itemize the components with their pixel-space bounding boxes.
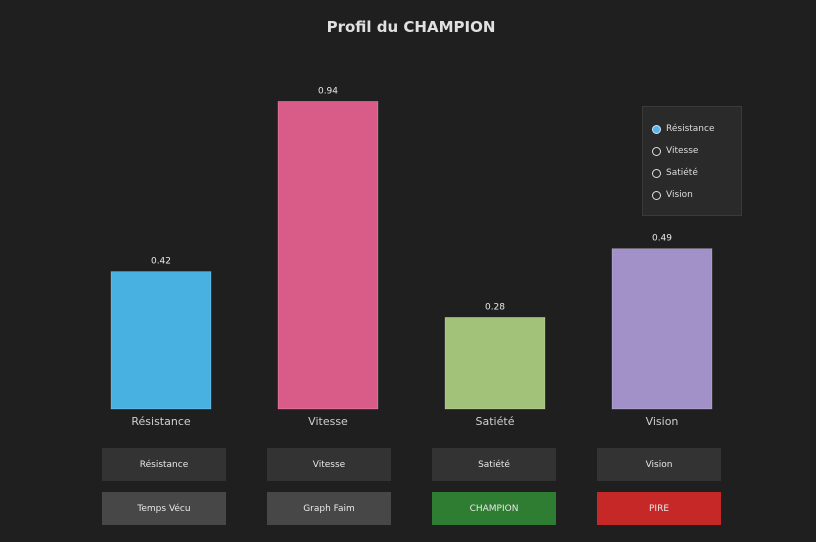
vision-button[interactable]: Vision xyxy=(597,448,721,481)
radio-icon xyxy=(652,190,661,200)
category-tick-label: Vision xyxy=(646,415,679,428)
satiete-button[interactable]: Satiété xyxy=(432,448,556,481)
temps-vecu-button[interactable]: Temps Vécu xyxy=(102,492,226,525)
legend-label: Résistance xyxy=(666,124,715,134)
vitesse-button[interactable]: Vitesse xyxy=(267,448,391,481)
bar-value-label: 0.28 xyxy=(485,302,505,312)
radio-selected-icon xyxy=(652,124,661,134)
bar-value-label: 0.49 xyxy=(652,234,672,244)
legend-item-resistance[interactable]: Résistance xyxy=(652,122,715,136)
category-tick-label: Vitesse xyxy=(308,415,348,428)
bar-3 xyxy=(611,248,713,410)
graph-faim-button[interactable]: Graph Faim xyxy=(267,492,391,525)
legend-label: Vitesse xyxy=(666,146,699,156)
category-tick-label: Satiété xyxy=(476,415,515,428)
legend-item-vitesse[interactable]: Vitesse xyxy=(652,144,698,158)
bar-1 xyxy=(277,101,379,410)
bar-chart: Profil du CHAMPION 0.42 Résistance 0.94 Vit… xyxy=(110,18,713,428)
pire-button[interactable]: PIRE xyxy=(597,492,721,525)
chart-legend: Résistance Vitesse Satiété Vision xyxy=(642,106,742,216)
legend-label: Vision xyxy=(666,190,693,200)
radio-icon xyxy=(652,168,661,178)
bar-2 xyxy=(444,317,546,410)
radio-icon xyxy=(652,146,661,156)
bar-value-label: 0.94 xyxy=(318,86,338,96)
legend-item-vision[interactable]: Vision xyxy=(652,188,693,202)
bar-value-label: 0.42 xyxy=(151,257,171,267)
category-tick-label: Résistance xyxy=(131,415,191,428)
champion-button[interactable]: CHAMPION xyxy=(432,492,556,525)
resistance-button[interactable]: Résistance xyxy=(102,448,226,481)
legend-item-satiete[interactable]: Satiété xyxy=(652,166,698,180)
legend-label: Satiété xyxy=(666,168,698,178)
chart-title: Profil du CHAMPION xyxy=(327,18,496,36)
bar-0 xyxy=(110,271,212,410)
